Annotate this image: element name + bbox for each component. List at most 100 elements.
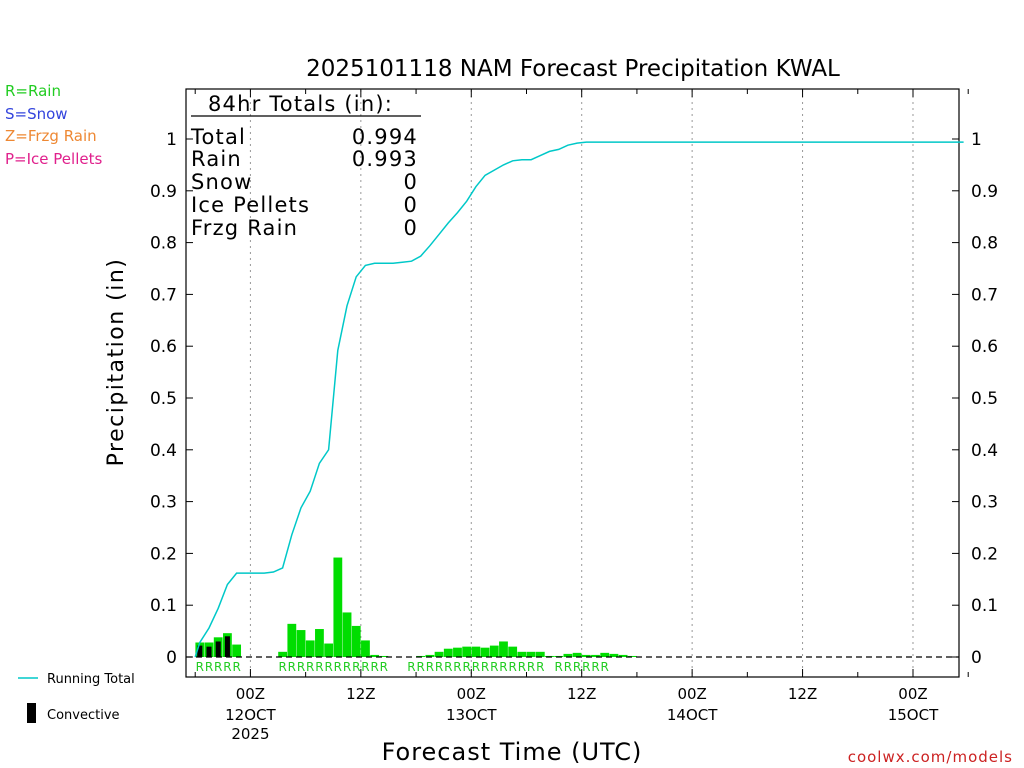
rain-bar-35 <box>517 651 527 657</box>
y-tick-label-right-9: 0.9 <box>971 182 998 202</box>
ptype-letter-2-14: R <box>536 660 544 674</box>
ptype-legend-ice-pellets: P=Ice Pellets <box>5 150 102 168</box>
y-tick-label-right-10: 1 <box>971 130 982 150</box>
convective-bar-0 <box>197 645 203 657</box>
totals-total-label: Total <box>190 125 246 149</box>
ptype-letter-2-13: R <box>527 660 535 674</box>
x-tick-year-0: 2025 <box>231 725 269 743</box>
totals-snow-label: Snow <box>191 170 252 194</box>
legend-running-total-label: Running Total <box>47 672 135 687</box>
y-tick-label-left-5: 0.5 <box>150 389 177 409</box>
legend-convective-label: Convective <box>47 708 120 723</box>
y-tick-label-right-3: 0.3 <box>971 493 998 513</box>
ptype-letter-2-4: R <box>444 660 452 674</box>
source-credit: coolwx.com/models <box>848 748 1013 766</box>
rain-bar-46 <box>618 654 628 657</box>
y-tick-label-left-7: 0.7 <box>150 285 177 305</box>
y-tick-label-left-2: 0.2 <box>150 544 177 564</box>
ptype-letter-1-0: R <box>278 660 286 674</box>
x-tick-date-4: 14OCT <box>667 706 718 724</box>
ptype-letter-1-2: R <box>297 660 305 674</box>
ptype-letter-1-8: R <box>352 660 360 674</box>
rain-bar-37 <box>535 651 545 657</box>
ptype-letter-3-2: R <box>573 660 581 674</box>
ptype-letter-2-2: R <box>426 660 434 674</box>
totals-ice-pellets-label: Ice Pellets <box>191 193 310 217</box>
rain-bar-10 <box>287 623 297 657</box>
plot-area: 0 0.1 0.2 0.3 0.4 0.5 0.6 0.7 0.8 0.9 1 0 0.1 0.2 0.3… <box>150 88 998 743</box>
ptype-letter-1-6: R <box>334 660 342 674</box>
totals-header: 84hr Totals (in): <box>208 92 393 116</box>
rain-bar-34 <box>508 646 518 657</box>
ptype-letter-1-9: R <box>361 660 369 674</box>
y-tick-label-left-8: 0.8 <box>150 234 177 254</box>
ptype-letter-3-5: R <box>601 660 609 674</box>
x-tick-label-2: 00Z <box>457 685 486 703</box>
y-tick-label-right-8: 0.8 <box>971 234 998 254</box>
convective-bar-1 <box>206 646 212 657</box>
ptype-legend: R=Rain S=Snow Z=Frzg Rain P=Ice Pellets <box>5 82 102 168</box>
rain-bar-9 <box>278 651 288 657</box>
x-tick-label-3: 12Z <box>567 685 596 703</box>
y-axis-label: Precipitation (in) <box>104 258 129 467</box>
rain-bar-36 <box>526 651 536 657</box>
rain-bar-33 <box>499 641 508 657</box>
ptype-letter-2-0: R <box>407 660 415 674</box>
ptype-letter-3-0: R <box>555 660 563 674</box>
totals-rain-label: Rain <box>191 147 242 171</box>
ptype-letter-0-3: R <box>223 660 231 674</box>
rain-bar-30 <box>471 646 481 657</box>
ptype-letter-2-1: R <box>416 660 424 674</box>
y-tick-label-right-2: 0.2 <box>971 544 998 564</box>
y-tick-label-left-9: 0.9 <box>150 182 177 202</box>
ptype-letter-2-11: R <box>509 660 517 674</box>
y-tick-label-left-6: 0.6 <box>150 337 177 357</box>
ptype-letter-0-1: R <box>205 660 213 674</box>
rain-bar-11 <box>296 630 306 657</box>
x-tick-label-1: 12Z <box>346 685 375 703</box>
ptype-letter-1-1: R <box>288 660 296 674</box>
y-tick-label-left-1: 0.1 <box>150 596 177 616</box>
y-tick-label-left-3: 0.3 <box>150 493 177 513</box>
rain-bar-44 <box>600 652 610 657</box>
rain-bar-19 <box>370 654 380 657</box>
ptype-letter-2-7: R <box>472 660 480 674</box>
ptype-letter-0-2: R <box>214 660 222 674</box>
ptype-legend-frzg-rain: Z=Frzg Rain <box>5 127 97 145</box>
y-axis-left: 0 0.1 0.2 0.3 0.4 0.5 0.6 0.7 0.8 0.9 1 <box>150 130 193 668</box>
y-tick-label-right-6: 0.6 <box>971 337 998 357</box>
ptype-letter-2-6: R <box>463 660 471 674</box>
ptype-legend-rain: R=Rain <box>5 82 61 100</box>
y-tick-label-right-5: 0.5 <box>971 389 998 409</box>
rain-bar-17 <box>351 625 361 657</box>
ptype-letter-1-10: R <box>370 660 378 674</box>
series-legend: Running Total Convective <box>18 672 135 723</box>
convective-bar-2 <box>215 641 221 657</box>
totals-rain-value: 0.993 <box>352 147 418 171</box>
rain-bar-32 <box>489 645 499 657</box>
x-axis-label: Forecast Time (UTC) <box>382 738 643 766</box>
y-tick-label-left-4: 0.4 <box>150 441 177 461</box>
ptype-letter-2-3: R <box>435 660 443 674</box>
totals-box: 84hr Totals (in): Total 0.994 Rain 0.993… <box>190 92 421 240</box>
ptype-letter-3-1: R <box>564 660 572 674</box>
totals-frzg-rain-value: 0 <box>403 216 418 240</box>
rain-bar-18 <box>361 640 370 657</box>
y-axis-right: 0 0.1 0.2 0.3 0.4 0.5 0.6 0.7 0.8 0.9 1 <box>952 130 998 668</box>
totals-frzg-rain-label: Frzg Rain <box>191 216 298 240</box>
ptype-letter-0-0: R <box>196 660 204 674</box>
convective-bar-3 <box>224 636 230 657</box>
totals-ice-pellets-value: 0 <box>403 193 418 217</box>
x-tick-label-0: 00Z <box>236 685 265 703</box>
y-tick-label-left-0: 0 <box>166 648 177 668</box>
rain-bar-40 <box>563 653 573 657</box>
y-tick-label-right-7: 0.7 <box>971 285 998 305</box>
ptype-letter-1-7: R <box>343 660 351 674</box>
x-tick-date-6: 15OCT <box>888 706 939 724</box>
legend-convective-swatch <box>27 703 36 723</box>
rain-bar-26 <box>434 651 444 657</box>
vertical-gridlines <box>249 90 914 676</box>
